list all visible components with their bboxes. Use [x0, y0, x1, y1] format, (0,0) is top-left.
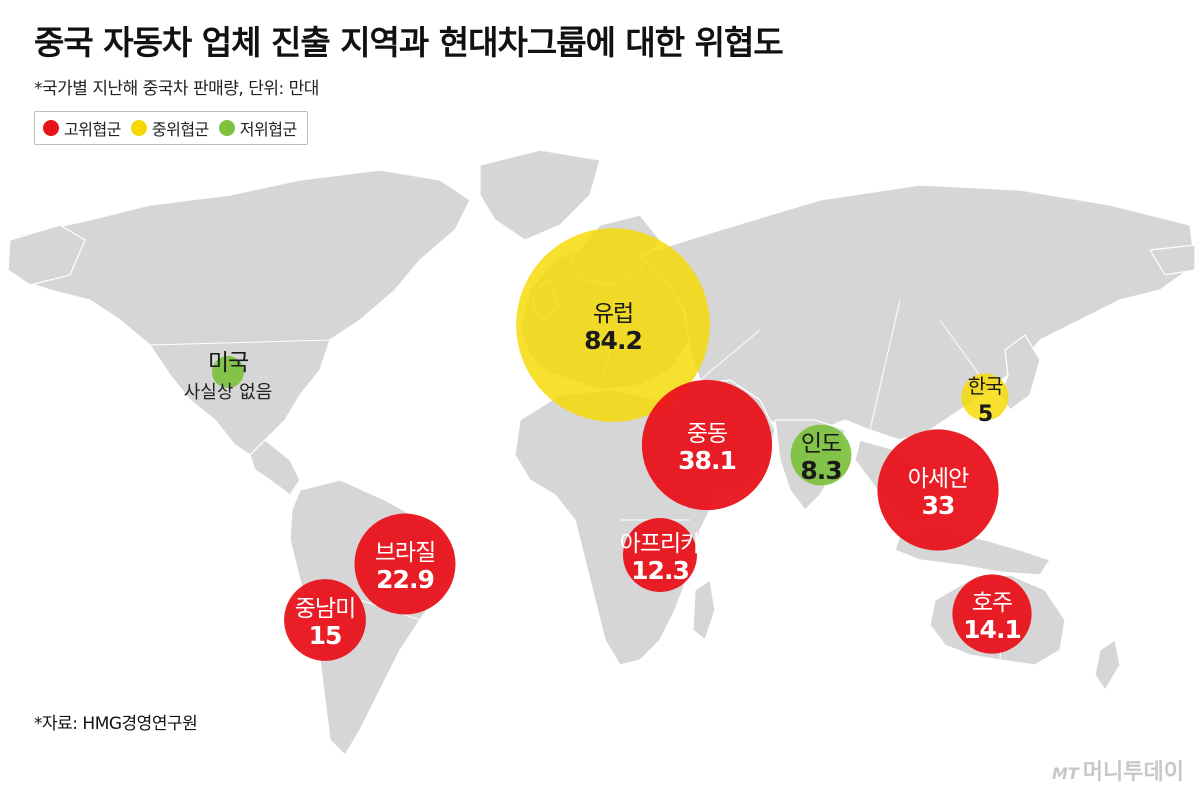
bubble-label-브라질: 브라질: [375, 540, 435, 566]
bubble-value-한국: 5: [978, 402, 992, 427]
bubble-label-유럽: 유럽: [593, 301, 633, 327]
bubble-label-한국: 한국: [968, 374, 1003, 398]
bubble-value-아세안: 33: [922, 491, 955, 520]
chart-title: 중국 자동차 업체 진출 지역과 현대차그룹에 대한 위협도: [34, 23, 784, 62]
bubble-중남미: [284, 579, 366, 661]
bubble-value-중동: 38.1: [678, 446, 736, 475]
north-america-land: [19, 169, 471, 456]
bubble-label-아프리카: 아프리카: [620, 531, 701, 557]
bubble-note-미국: 사실상 없음: [184, 382, 273, 403]
publisher-credit: MT 머니투데이: [1052, 754, 1184, 786]
bubble-value-아프리카: 12.3: [631, 556, 689, 585]
greenland-land: [479, 149, 601, 241]
bubble-유럽: [516, 228, 710, 422]
bubble-브라질: [354, 513, 456, 615]
new-zealand-land: [1094, 639, 1121, 692]
bubble-아세안: [877, 429, 999, 551]
legend-label-high: 고위협군: [64, 120, 121, 139]
legend: 고위협군 중위협군 저위협군: [34, 111, 308, 145]
legend-item-high: 고위협군: [43, 116, 121, 140]
bubble-중동: [641, 379, 773, 511]
bubble-아프리카: [623, 518, 697, 592]
japan-land: [999, 334, 1041, 411]
legend-dot-mid: [130, 120, 147, 136]
bubble-value-인도: 8.3: [800, 456, 841, 485]
central-america-land: [249, 439, 301, 496]
bubble-label-호주: 호주: [972, 590, 1012, 616]
bubble-label-미국: 미국: [208, 350, 248, 376]
publisher-name: 머니투데이: [1082, 760, 1184, 785]
legend-item-mid: 중위협군: [130, 116, 209, 140]
legend-label-mid: 중위협군: [151, 120, 209, 139]
bubble-미국: [212, 356, 244, 388]
bubble-인도: [790, 424, 852, 486]
bubble-label-중동: 중동: [687, 421, 727, 447]
bubble-label-인도: 인도: [801, 431, 841, 457]
bubble-호주: [952, 574, 1032, 654]
legend-dot-high: [43, 120, 59, 136]
madagascar-land: [692, 578, 716, 642]
bubble-value-브라질: 22.9: [376, 565, 434, 594]
bubble-value-유럽: 84.2: [584, 326, 642, 355]
legend-label-low: 저위협군: [239, 120, 297, 139]
publisher-mark: MT: [1051, 764, 1079, 783]
country-border-line: [699, 329, 761, 381]
country-border-line: [869, 299, 901, 431]
chart-subtitle: *국가별 지난해 중국차 판매량, 단위: 만대: [34, 79, 319, 99]
bubble-label-중남미: 중남미: [295, 596, 355, 622]
alaska-land: [7, 224, 86, 286]
legend-dot-low: [218, 120, 235, 136]
country-border-line: [149, 339, 331, 346]
bubble-label-아세안: 아세안: [908, 466, 969, 492]
antarctic-tip-land: [1149, 244, 1196, 276]
bubble-value-호주: 14.1: [963, 615, 1021, 644]
source-note: *자료: HMG경영연구원: [34, 714, 198, 734]
bubble-한국: [961, 373, 1009, 421]
legend-item-low: 저위협군: [218, 116, 297, 140]
bubble-value-중남미: 15: [309, 621, 342, 650]
